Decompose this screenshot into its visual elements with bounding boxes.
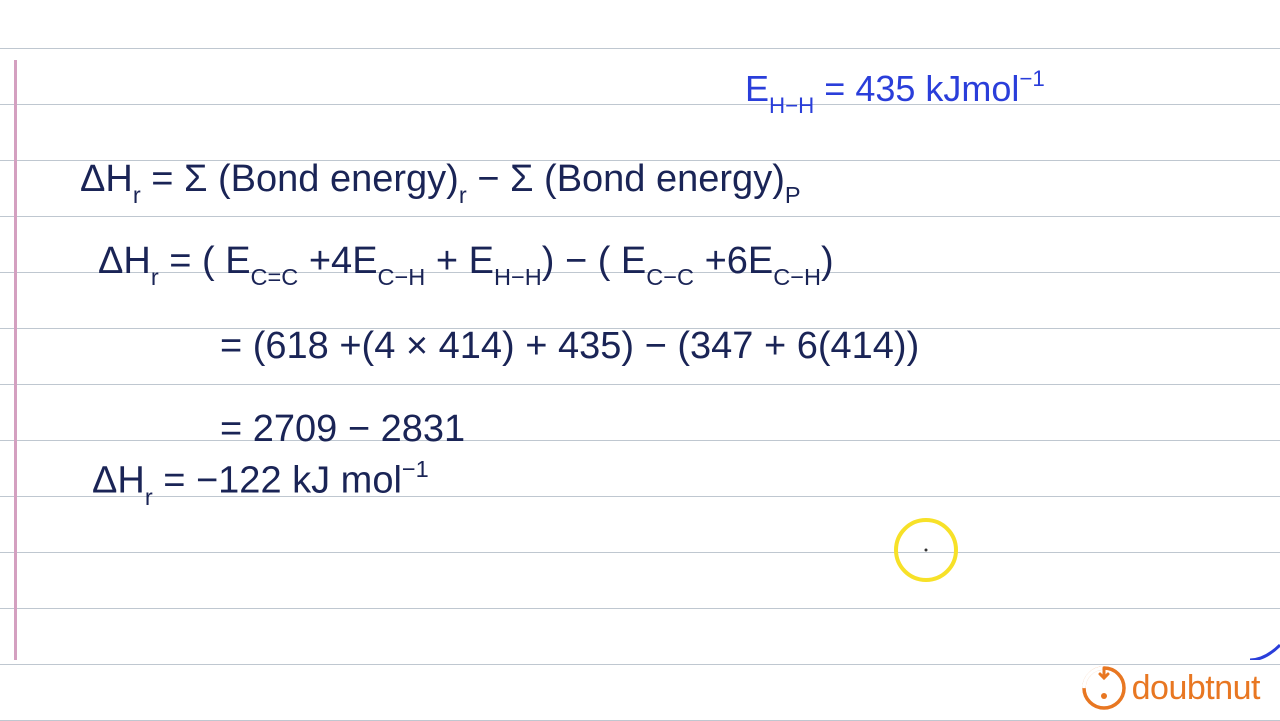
- eq5-eq: = −122 kJ mol: [153, 460, 402, 502]
- eq5-lhs: ΔH: [92, 460, 145, 502]
- eq2-t5sub: C−H: [773, 264, 821, 290]
- cursor-dot: [925, 549, 928, 552]
- equation-3: = (618 +(4 × 414) + 435) − (347 + 6(414)…: [220, 325, 919, 368]
- eq1-minus: − Σ (Bond energy): [467, 158, 785, 200]
- eq1-lhs: ΔH: [80, 158, 133, 200]
- eq2-lhs-sub: r: [151, 264, 159, 290]
- eq2-lhs: ΔH: [98, 240, 151, 282]
- doubtnut-logo-icon: [1082, 666, 1126, 710]
- eq2-eq: = ( E: [159, 240, 251, 282]
- given-value: 435 kJmol: [855, 68, 1019, 109]
- given-subscript: H−H: [769, 93, 814, 118]
- equation-2: ΔHr = ( EC=C +4EC−H + EH−H) − ( EC−C +6E…: [98, 240, 834, 288]
- doubtnut-logo: doubtnut: [1082, 666, 1260, 710]
- given-E: E: [745, 68, 769, 109]
- eq1-lhs-sub: r: [133, 182, 141, 208]
- eq2-close2: ): [821, 240, 834, 282]
- eq2-t1sub: C=C: [251, 264, 299, 290]
- eq5-exp: −1: [402, 456, 429, 482]
- eq3-text: = (618 +(4 × 414) + 435) − (347 + 6(414)…: [220, 325, 919, 367]
- equation-1: ΔHr = Σ (Bond energy)r − Σ (Bond energy)…: [80, 158, 801, 206]
- eq2-t5: +6E: [694, 240, 773, 282]
- eq2-close1: ) − ( E: [542, 240, 647, 282]
- eq2-t2: +4E: [298, 240, 377, 282]
- eq2-t3sub: H−H: [494, 264, 542, 290]
- given-bond-energy-line: EH−H = 435 kJmol−1: [745, 68, 1045, 115]
- handwriting-content: EH−H = 435 kJmol−1 ΔHr = Σ (Bond energy)…: [0, 0, 1280, 720]
- eq4-text: = 2709 − 2831: [220, 408, 465, 450]
- eq5-lhs-sub: r: [145, 484, 153, 510]
- given-exponent: −1: [1019, 66, 1044, 91]
- given-equals: =: [814, 68, 855, 109]
- eq1-rhs-sub2: P: [785, 182, 801, 208]
- eq2-t4sub: C−C: [646, 264, 694, 290]
- eq1-rhs: = Σ (Bond energy): [141, 158, 459, 200]
- video-cursor-highlight-icon: [894, 518, 958, 582]
- equation-4: = 2709 − 2831: [220, 408, 465, 451]
- eq2-t2sub: C−H: [378, 264, 426, 290]
- eq1-rhs-sub1: r: [459, 182, 467, 208]
- eq2-t3: + E: [425, 240, 494, 282]
- equation-5-result: ΔHr = −122 kJ mol−1: [92, 458, 429, 507]
- logo-text: doubtnut: [1132, 669, 1260, 708]
- decorative-curve-icon: [1250, 630, 1280, 660]
